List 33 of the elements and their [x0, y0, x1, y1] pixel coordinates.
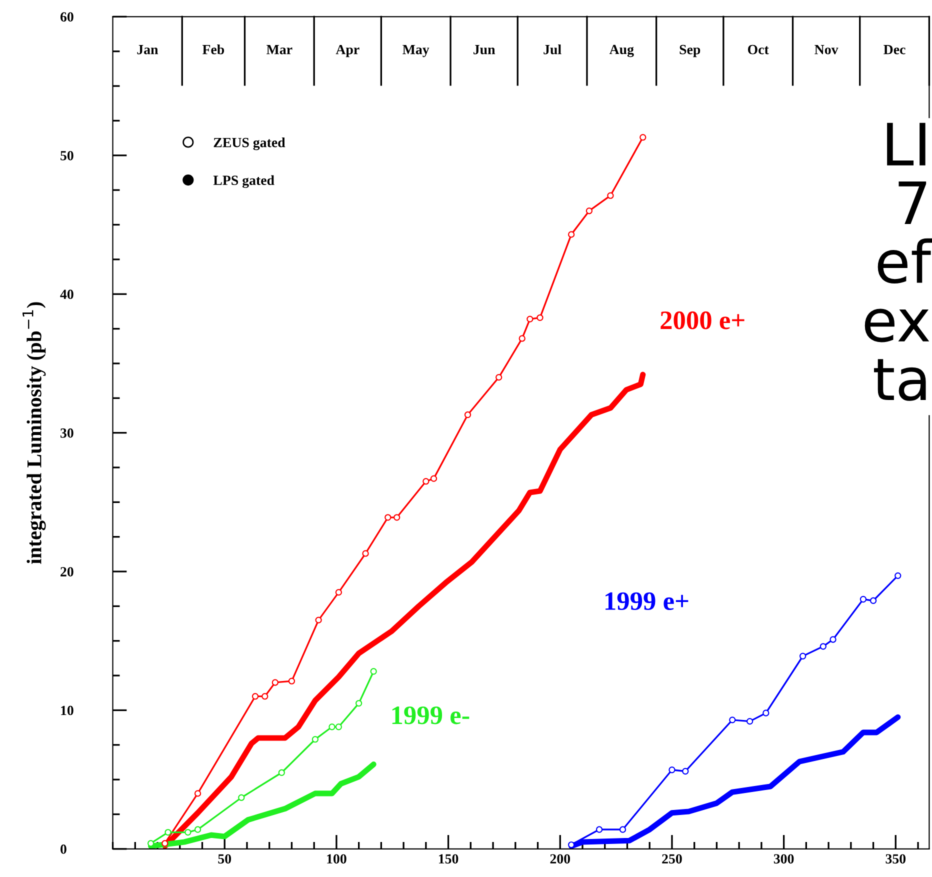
ref-line-label: Mar	[266, 45, 292, 54]
x-tick-label: 50	[218, 854, 232, 864]
ref-line-label: Feb	[202, 44, 224, 54]
ref-line-label: Dec	[884, 45, 906, 54]
ref-line-label: Jan	[137, 45, 158, 54]
y-tick-label: 10	[61, 706, 74, 716]
y-tick-label: 40	[60, 290, 74, 300]
legend-label: ZEUS gated	[214, 137, 286, 150]
x-tick-label: 250	[662, 854, 682, 864]
annotation: LI 7 ef ex ta	[864, 122, 932, 401]
x-tick-label: 150	[438, 854, 458, 864]
y-axis-title: integrated Luminosity (pb$^{−1}$)	[22, 302, 46, 564]
y-tick-label: 0	[60, 844, 66, 854]
ref-line-label: Sep	[680, 44, 700, 58]
x-tick-label: 100	[327, 854, 346, 864]
ref-line-label: Jul	[544, 44, 562, 54]
x-tick-label: 350	[886, 854, 906, 864]
ref-line-label: Jun	[474, 45, 496, 54]
y-tick-label: 50	[60, 150, 74, 160]
y-tick-label: 30	[60, 428, 74, 438]
ref-line-label: Aug	[609, 44, 634, 58]
text: 1999 e+	[606, 592, 688, 610]
series-label: 1999 e-	[392, 706, 470, 724]
ref-line-label: Apr	[336, 44, 360, 58]
y-tick-label: 60	[60, 12, 74, 22]
y-tick-label: 20	[60, 567, 74, 576]
ref-line-label: Oct	[748, 44, 769, 54]
text: 2000 e+	[660, 311, 744, 330]
ref-line-label: Nov	[814, 45, 838, 54]
x-tick-label: 300	[774, 854, 794, 864]
ref-line-label: May	[402, 44, 430, 58]
legend-label: LPS gated	[213, 175, 274, 188]
x-tick-label: 200	[550, 854, 570, 864]
